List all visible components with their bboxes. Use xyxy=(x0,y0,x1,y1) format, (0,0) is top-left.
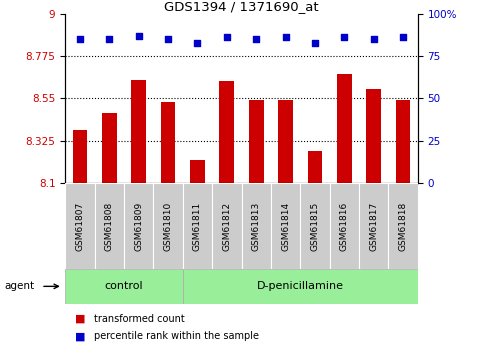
Point xyxy=(164,37,172,42)
Point xyxy=(370,37,378,42)
Point xyxy=(311,40,319,45)
Bar xyxy=(367,89,381,183)
Point xyxy=(399,35,407,40)
Point xyxy=(135,33,142,39)
Text: GSM61812: GSM61812 xyxy=(222,201,231,250)
Bar xyxy=(154,183,183,269)
Text: GSM61815: GSM61815 xyxy=(311,201,319,250)
Bar xyxy=(300,183,329,269)
Bar xyxy=(278,100,293,183)
Point xyxy=(76,37,84,42)
Point xyxy=(341,35,348,40)
Point xyxy=(223,35,231,40)
Point xyxy=(105,37,113,42)
Bar xyxy=(183,269,418,304)
Text: GSM61809: GSM61809 xyxy=(134,201,143,250)
Bar xyxy=(242,183,271,269)
Text: ■: ■ xyxy=(75,314,85,324)
Text: percentile rank within the sample: percentile rank within the sample xyxy=(94,332,259,341)
Text: ■: ■ xyxy=(75,332,85,341)
Text: GSM61817: GSM61817 xyxy=(369,201,378,250)
Text: GSM61814: GSM61814 xyxy=(281,201,290,250)
Title: GDS1394 / 1371690_at: GDS1394 / 1371690_at xyxy=(164,0,319,13)
Bar xyxy=(219,81,234,183)
Bar xyxy=(329,183,359,269)
Text: GSM61810: GSM61810 xyxy=(164,201,172,250)
Text: transformed count: transformed count xyxy=(94,314,185,324)
Text: GSM61818: GSM61818 xyxy=(398,201,408,250)
Bar xyxy=(396,100,411,183)
Point xyxy=(252,37,260,42)
Text: GSM61813: GSM61813 xyxy=(252,201,261,250)
Point xyxy=(194,40,201,45)
Bar xyxy=(359,183,388,269)
Bar xyxy=(65,183,95,269)
Bar xyxy=(65,269,183,304)
Text: GSM61811: GSM61811 xyxy=(193,201,202,250)
Bar xyxy=(102,114,116,183)
Text: GSM61807: GSM61807 xyxy=(75,201,85,250)
Bar xyxy=(161,102,175,183)
Text: D-penicillamine: D-penicillamine xyxy=(257,282,344,291)
Bar xyxy=(308,151,322,183)
Bar xyxy=(190,160,205,183)
Bar xyxy=(72,130,87,183)
Text: control: control xyxy=(105,282,143,291)
Point xyxy=(282,35,289,40)
Text: GSM61816: GSM61816 xyxy=(340,201,349,250)
Bar xyxy=(183,183,212,269)
Bar xyxy=(337,74,352,183)
Text: agent: agent xyxy=(5,282,35,291)
Bar xyxy=(124,183,154,269)
Bar xyxy=(271,183,300,269)
Bar xyxy=(95,183,124,269)
Bar xyxy=(249,100,264,183)
Bar xyxy=(388,183,418,269)
Bar xyxy=(131,80,146,183)
Text: GSM61808: GSM61808 xyxy=(105,201,114,250)
Bar xyxy=(212,183,242,269)
